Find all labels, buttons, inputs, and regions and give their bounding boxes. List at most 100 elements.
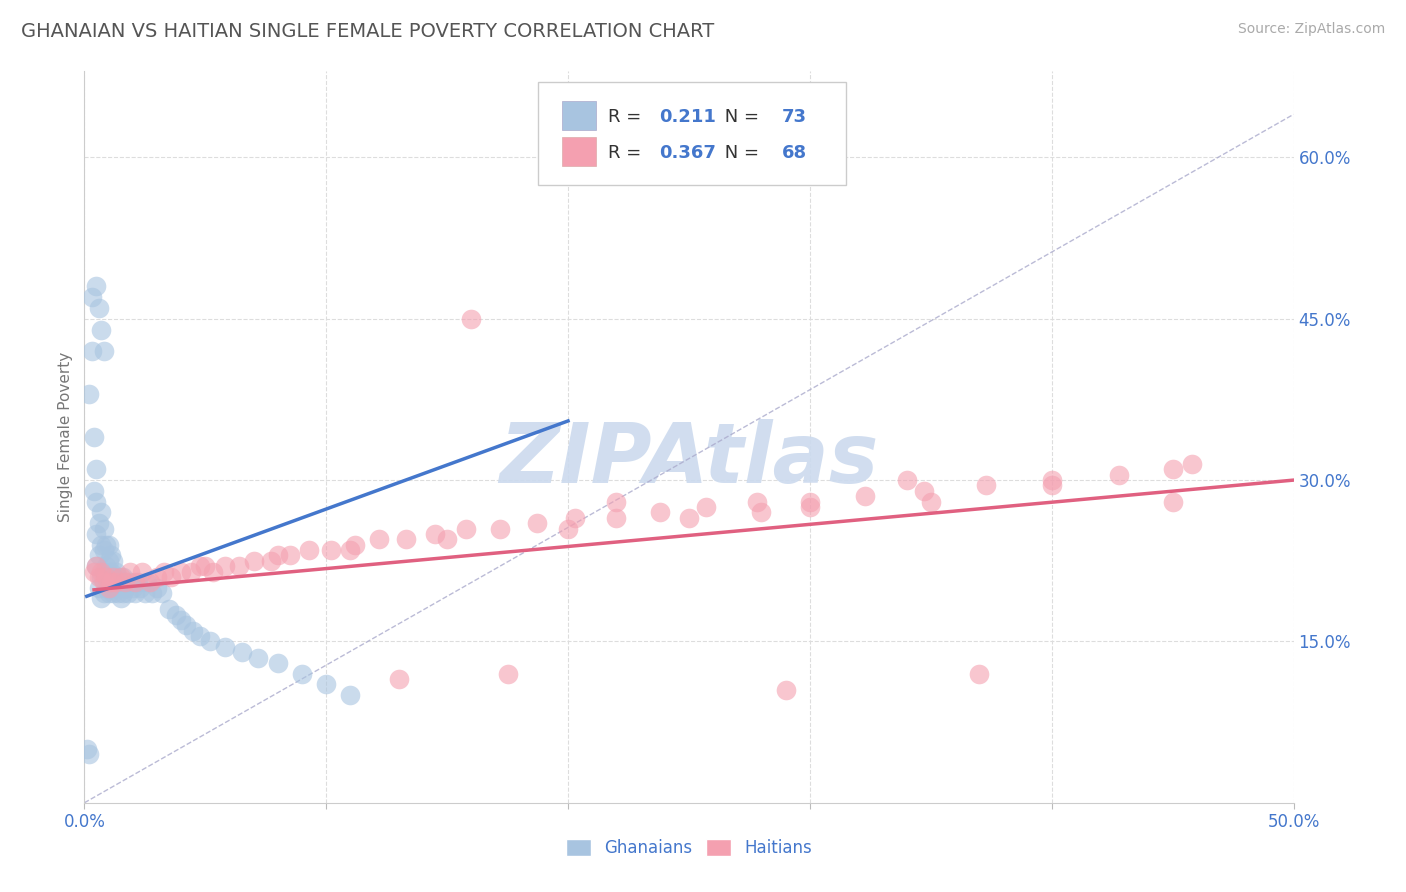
Haitians xyxy=(460,311,482,326)
Haitians xyxy=(86,559,108,574)
Haitians xyxy=(395,533,418,547)
Ghanaians xyxy=(190,629,212,643)
Bar xyxy=(562,137,596,167)
Haitians xyxy=(104,575,127,590)
Haitians xyxy=(170,565,193,579)
Ghanaians xyxy=(114,581,136,595)
Haitians xyxy=(745,494,768,508)
Haitians xyxy=(120,565,142,579)
Ghanaians xyxy=(83,430,105,444)
Ghanaians xyxy=(93,344,115,359)
Haitians xyxy=(190,559,212,574)
Haitians xyxy=(146,570,169,584)
Ghanaians xyxy=(165,607,187,622)
Haitians xyxy=(298,543,321,558)
Ghanaians xyxy=(90,322,112,336)
Haitians xyxy=(489,521,512,535)
Ghanaians xyxy=(198,634,221,648)
Haitians xyxy=(242,554,264,568)
Ghanaians xyxy=(339,688,361,702)
Ghanaians xyxy=(146,581,169,595)
Haitians xyxy=(1040,473,1063,487)
Ghanaians xyxy=(315,677,337,691)
Ghanaians xyxy=(100,549,122,563)
Ghanaians xyxy=(97,554,120,568)
Ghanaians xyxy=(127,575,149,590)
Haitians xyxy=(180,565,202,579)
Ghanaians xyxy=(129,581,152,595)
Haitians xyxy=(526,516,548,530)
Ghanaians xyxy=(247,650,270,665)
Ghanaians xyxy=(136,575,159,590)
Haitians xyxy=(605,510,627,524)
Haitians xyxy=(87,570,110,584)
Text: 73: 73 xyxy=(782,108,807,126)
Ghanaians xyxy=(103,586,125,600)
Haitians xyxy=(557,521,579,535)
Haitians xyxy=(103,570,125,584)
Ghanaians xyxy=(134,586,156,600)
Ghanaians xyxy=(267,656,290,670)
Ghanaians xyxy=(94,538,117,552)
Haitians xyxy=(496,666,519,681)
Ghanaians xyxy=(100,565,122,579)
Ghanaians xyxy=(97,538,120,552)
Ghanaians xyxy=(90,570,112,584)
Haitians xyxy=(605,494,627,508)
Haitians xyxy=(1181,457,1204,471)
Haitians xyxy=(855,489,877,503)
Ghanaians xyxy=(93,586,115,600)
Ghanaians xyxy=(80,344,103,359)
Haitians xyxy=(388,672,411,686)
Haitians xyxy=(319,543,342,558)
Haitians xyxy=(976,478,998,492)
Ghanaians xyxy=(90,591,112,606)
Haitians xyxy=(339,543,361,558)
Haitians xyxy=(90,565,112,579)
Haitians xyxy=(1161,462,1184,476)
Haitians xyxy=(912,483,935,498)
Haitians xyxy=(368,533,391,547)
Haitians xyxy=(131,565,153,579)
Ghanaians xyxy=(231,645,253,659)
Haitians xyxy=(201,565,224,579)
FancyBboxPatch shape xyxy=(538,82,846,185)
Ghanaians xyxy=(181,624,204,638)
Ghanaians xyxy=(76,742,98,756)
Haitians xyxy=(799,500,821,514)
Ghanaians xyxy=(80,290,103,304)
Haitians xyxy=(1161,494,1184,508)
Ghanaians xyxy=(291,666,314,681)
Ghanaians xyxy=(77,747,100,762)
Ghanaians xyxy=(87,549,110,563)
Ghanaians xyxy=(87,581,110,595)
Haitians xyxy=(93,575,115,590)
Text: 0.211: 0.211 xyxy=(659,108,716,126)
Haitians xyxy=(228,559,250,574)
Ghanaians xyxy=(94,559,117,574)
Haitians xyxy=(194,559,217,574)
Ghanaians xyxy=(121,581,143,595)
Haitians xyxy=(678,510,700,524)
Ghanaians xyxy=(86,559,108,574)
Ghanaians xyxy=(141,586,163,600)
Ghanaians xyxy=(87,301,110,315)
Haitians xyxy=(97,581,120,595)
Ghanaians xyxy=(103,554,125,568)
Ghanaians xyxy=(93,543,115,558)
Haitians xyxy=(153,565,176,579)
Ghanaians xyxy=(86,494,108,508)
Haitians xyxy=(138,575,160,590)
Ghanaians xyxy=(150,586,173,600)
Ghanaians xyxy=(110,591,132,606)
Haitians xyxy=(278,549,301,563)
Ghanaians xyxy=(90,538,112,552)
Ghanaians xyxy=(112,570,135,584)
Ghanaians xyxy=(100,581,122,595)
Text: R =: R = xyxy=(607,108,647,126)
Text: ZIPAtlas: ZIPAtlas xyxy=(499,418,879,500)
Haitians xyxy=(1108,467,1130,482)
Ghanaians xyxy=(107,586,129,600)
Ghanaians xyxy=(87,516,110,530)
Haitians xyxy=(648,505,671,519)
